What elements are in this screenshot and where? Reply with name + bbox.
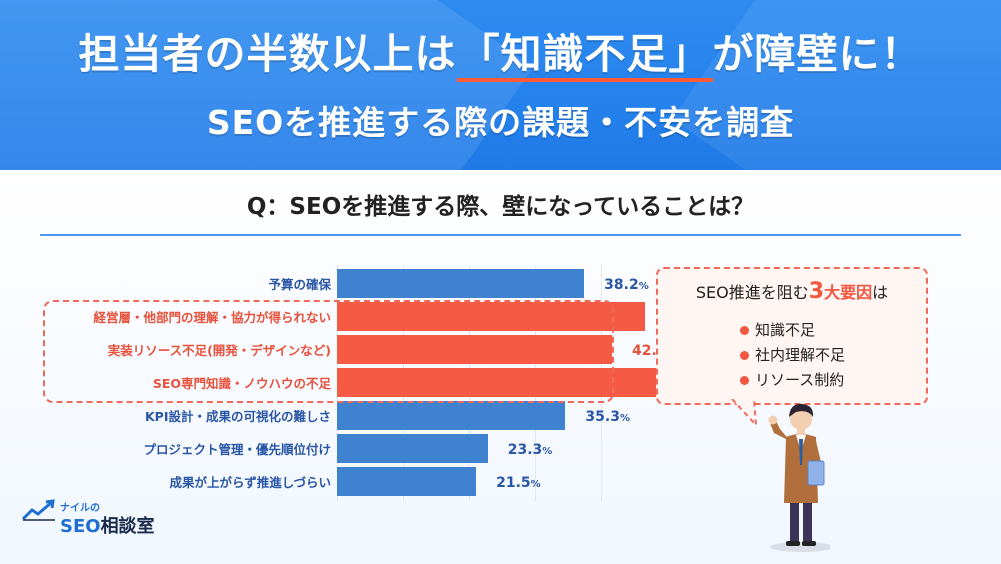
- category-label: 成果が上がらず推進しづらい: [169, 475, 331, 490]
- title-post: が障壁に！: [712, 30, 923, 78]
- value-label: 21.5%: [496, 475, 541, 491]
- page-subtitle: SEOを推進する際の課題・不安を調査: [206, 103, 795, 142]
- question-divider: [40, 234, 961, 236]
- brand-logo: ナイルの SEO相談室: [21, 499, 155, 537]
- callout-title-number: 3: [808, 279, 825, 304]
- category-label: 予算の確保: [268, 277, 331, 292]
- reason-label: リソース制約: [755, 371, 845, 389]
- bullet-icon: [740, 376, 749, 385]
- logo-seo: SEO: [60, 516, 101, 537]
- bar: [337, 433, 488, 463]
- category-label: 実装リソース不足(開発・デザインなど): [107, 343, 331, 358]
- trend-chart-icon: [21, 499, 55, 521]
- header-banner: 担当者の半数以上は「知識不足」が障壁に！ SEOを推進する際の課題・不安を調査: [0, 0, 1001, 170]
- bar: [337, 367, 681, 397]
- title-pre: 担当者の半数以上は: [78, 30, 457, 78]
- value-label: 38.2%: [604, 277, 649, 293]
- reason-item: 社内理解不足: [740, 344, 845, 365]
- summary-callout: SEO推進を阻む3大要因は 知識不足 社内理解不足 リソース制約: [656, 267, 928, 405]
- callout-title-post: は: [872, 283, 889, 302]
- page-title: 担当者の半数以上は「知識不足」が障壁に！: [0, 20, 1001, 82]
- bullet-icon: [740, 326, 749, 335]
- reason-item: 知識不足: [740, 319, 815, 340]
- bar: [337, 466, 477, 496]
- reason-item: リソース制約: [740, 369, 844, 390]
- reason-label: 知識不足: [755, 321, 816, 339]
- category-label: 経営層・他部門の理解・協力が得られない: [93, 310, 331, 325]
- bar: [337, 301, 645, 331]
- value-label: 35.3%: [585, 409, 630, 425]
- category-label: SEO専門知識・ノウハウの不足: [152, 376, 331, 391]
- logo-rest: 相談室: [100, 516, 155, 537]
- logo-wordmark: SEO相談室: [60, 512, 155, 538]
- callout-title: SEO推進を阻む3大要因は: [658, 279, 926, 304]
- callout-title-highlight: 大要因: [824, 283, 873, 302]
- callout-title-pre: SEO推進を阻む: [695, 283, 809, 302]
- question-heading: Q：SEOを推進する際、壁になっていることは？: [246, 194, 755, 220]
- presenter-illustration: [768, 403, 830, 552]
- bar: [337, 400, 566, 430]
- logo-tagline: ナイルの: [60, 503, 100, 514]
- category-label: プロジェクト管理・優先順位付け: [143, 442, 331, 457]
- value-label: 23.3%: [507, 442, 553, 458]
- highlight-frame: [43, 300, 614, 403]
- reason-label: 社内理解不足: [755, 346, 846, 364]
- category-label: KPI設計・成果の可視化の難しさ: [145, 409, 331, 424]
- callout-tail: [731, 399, 758, 428]
- bar: [337, 334, 612, 364]
- title-highlight: 「知識不足」: [456, 30, 713, 82]
- bullet-icon: [740, 351, 749, 360]
- bar: [337, 268, 585, 298]
